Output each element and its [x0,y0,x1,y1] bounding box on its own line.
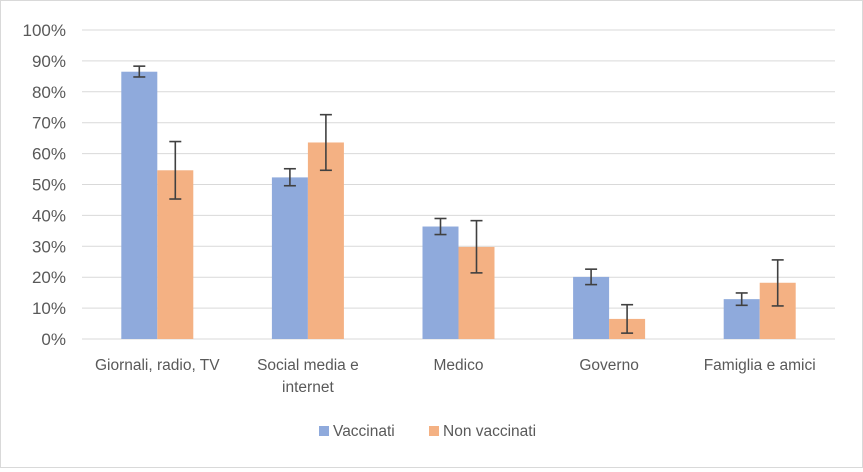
x-tick-label: Famiglia e amici [704,357,816,374]
error-bar [621,303,634,334]
bar-vaccinati [271,177,308,339]
legend-swatch [319,426,329,436]
error-bar [434,217,447,236]
error-bar [319,113,332,172]
y-axis-ticks: 0% 10% 20% 30% 40% 50% 60% 70% 80% 90% 100% [23,21,66,349]
bar-vaccinati [121,71,158,339]
y-tick-label: 20% [32,268,66,287]
y-tick-label: 0% [41,330,66,349]
bar-non-vaccinati [307,142,344,339]
x-axis-ticks: Giornali, radio, TV Social media e interne… [95,357,816,396]
y-tick-label: 50% [32,176,66,195]
y-tick-label: 80% [32,83,66,102]
y-tick-label: 10% [32,299,66,318]
x-tick-label: Medico [434,357,484,374]
error-bar [169,140,182,200]
y-tick-label: 90% [32,52,66,71]
bar-vaccinati [573,276,610,339]
legend-label: Non vaccinati [443,423,536,440]
legend-item-vaccinati: Vaccinati [319,423,395,440]
error-bar [133,65,146,78]
bar-vaccinati [422,226,459,339]
y-tick-label: 40% [32,206,66,225]
error-bars [133,65,784,334]
y-tick-label: 60% [32,145,66,164]
error-bar [470,219,483,274]
legend-label: Vaccinati [333,423,395,440]
legend-item-non-vaccinati: Non vaccinati [429,423,536,440]
y-tick-label: 100% [23,21,66,40]
x-tick-label: Social media e internet [257,357,359,396]
error-bar [585,268,598,286]
bars [121,71,796,339]
legend: Vaccinati Non vaccinati [319,423,536,440]
y-tick-label: 30% [32,237,66,256]
x-tick-label: Governo [579,357,638,374]
error-bar [283,167,296,187]
y-tick-label: 70% [32,114,66,133]
gridlines [82,29,835,340]
legend-swatch [429,426,439,436]
error-bar [771,259,784,307]
error-bar [735,292,748,307]
x-tick-label: Giornali, radio, TV [95,357,220,374]
